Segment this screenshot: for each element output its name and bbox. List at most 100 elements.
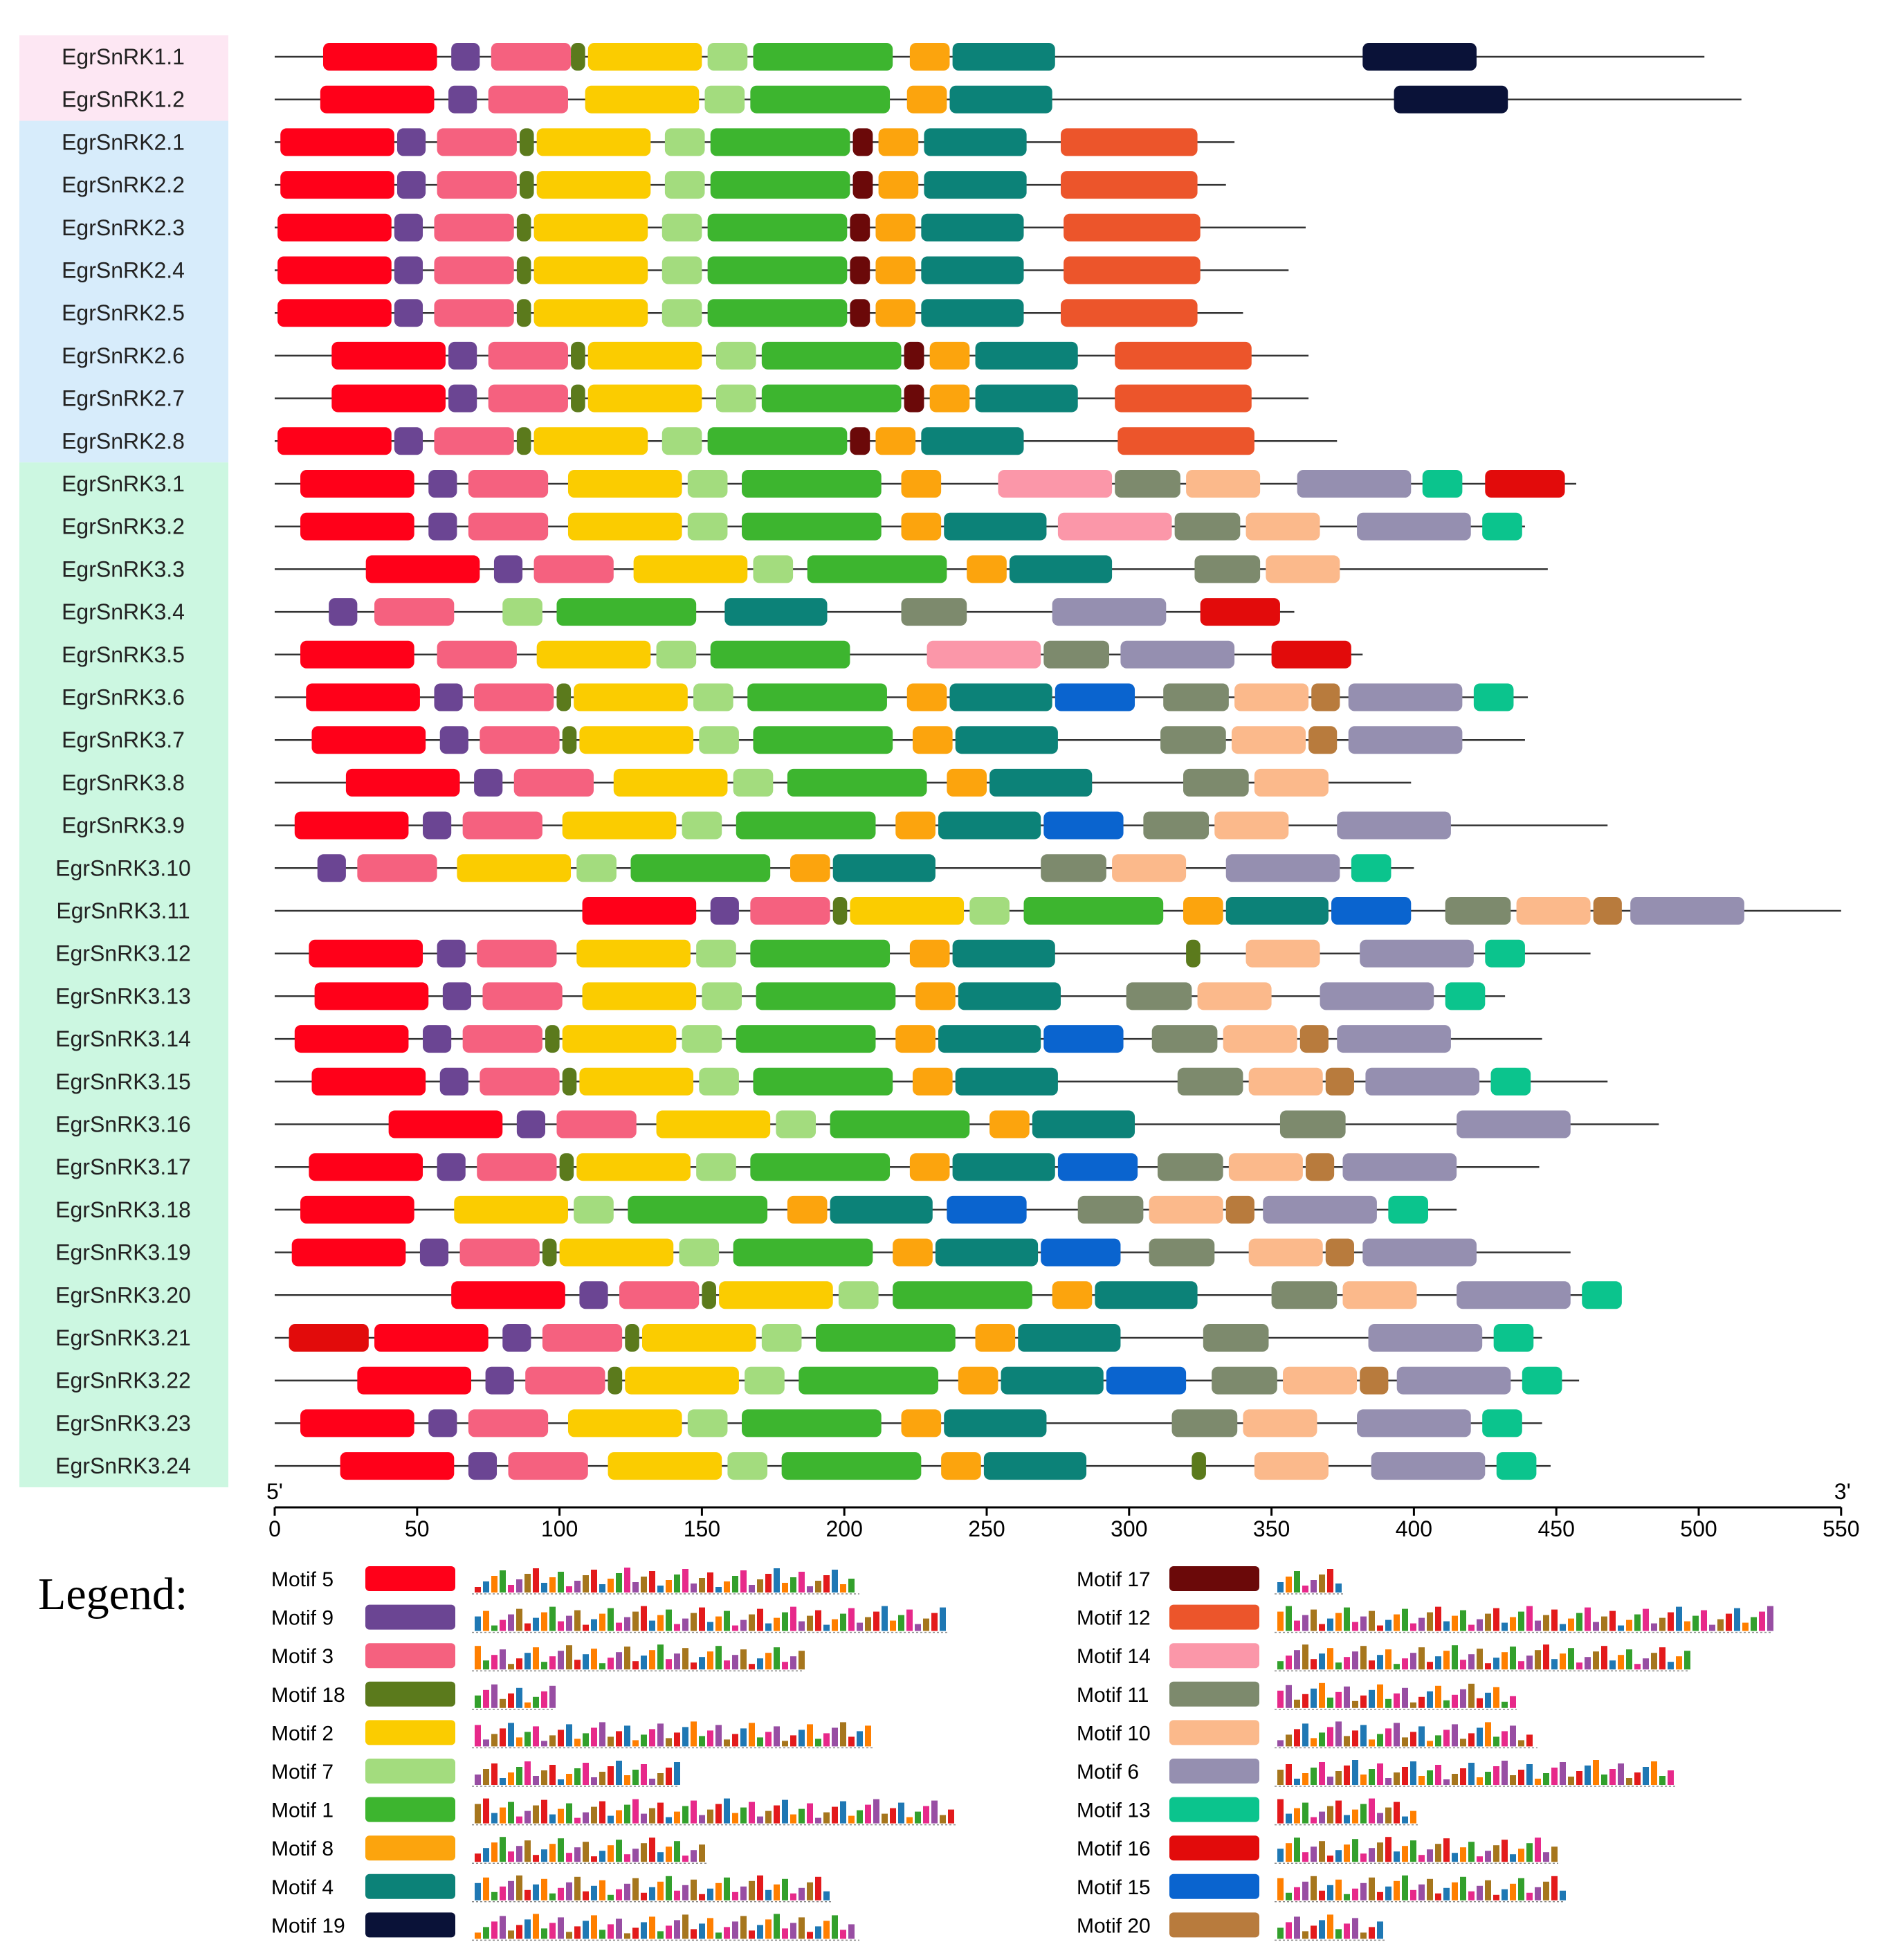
legend-logo-bar-motif-16 — [1485, 1851, 1491, 1862]
gene-label-egrsnrk1-2: EgrSnRK1.2 — [62, 87, 185, 112]
motif-6-box-egrsnrk3-4 — [1052, 598, 1167, 626]
legend-logo-bar-motif-9 — [774, 1617, 780, 1631]
legend-logo-bar-motif-17 — [1311, 1580, 1317, 1592]
motif-5-box-egrsnrk3-18 — [300, 1195, 414, 1224]
legend-logo-bar-motif-1 — [491, 1813, 498, 1824]
legend-logo-bar-motif-9 — [608, 1608, 614, 1631]
legend-logo-bar-motif-16 — [1477, 1856, 1483, 1862]
legend-logo-bar-motif-3 — [782, 1662, 788, 1670]
legend-logo-bar-motif-12 — [1709, 1624, 1715, 1631]
motif-1-box-egrsnrk3-24 — [781, 1452, 922, 1480]
legend-logo-bar-motif-15 — [1435, 1893, 1441, 1900]
legend-logo-bar-motif-9 — [641, 1606, 647, 1631]
legend-logo-bar-motif-5 — [848, 1579, 855, 1592]
legend-logo-bar-motif-2 — [798, 1730, 805, 1747]
legend-logo-bar-motif-10 — [1385, 1728, 1391, 1747]
legend-logo-bar-motif-11 — [1418, 1696, 1425, 1708]
motif-5-box-egrsnrk3-11 — [582, 897, 697, 925]
legend-logo-bar-motif-8 — [533, 1855, 539, 1862]
motif-1-box-egrsnrk3-3 — [807, 555, 947, 583]
legend-logo-bar-motif-5 — [691, 1584, 697, 1592]
motif-11-box-egrsnrk3-9 — [1143, 811, 1210, 840]
legend-logo-bar-motif-14 — [1385, 1649, 1391, 1670]
motif-6-box-egrsnrk3-1 — [1297, 470, 1412, 498]
legend-logo-bar-motif-10 — [1427, 1741, 1433, 1747]
legend-logo-bar-motif-5 — [549, 1577, 556, 1592]
legend-logo-bar-motif-6 — [1352, 1760, 1358, 1785]
legend-logo-bar-motif-19 — [533, 1914, 539, 1939]
legend-logo-bar-motif-15 — [1319, 1890, 1325, 1900]
motif-14-box-egrsnrk3-2 — [1057, 512, 1172, 541]
legend-logo-bar-motif-14 — [1568, 1648, 1574, 1670]
legend-logo-bar-motif-16 — [1369, 1848, 1375, 1862]
legend-logo-bar-motif-1 — [699, 1815, 705, 1824]
legend-logo-bar-motif-2 — [657, 1723, 664, 1747]
legend-logo-bar-motif-14 — [1352, 1651, 1358, 1670]
legend-logo-bar-motif-2 — [807, 1724, 813, 1747]
legend-logo-bar-motif-18 — [549, 1685, 556, 1708]
motif-1-box-egrsnrk2-8 — [707, 427, 848, 455]
motif-8-box-egrsnrk1-1 — [909, 43, 950, 71]
legend-logo-bar-motif-16 — [1377, 1842, 1383, 1862]
legend-logo-bar-motif-10 — [1477, 1727, 1483, 1747]
legend-label-motif-3: Motif 3 — [271, 1645, 334, 1668]
motif-7-box-egrsnrk2-5 — [661, 299, 702, 327]
motif-20-box-egrsnrk3-15 — [1325, 1067, 1354, 1096]
legend-logo-bar-motif-15 — [1385, 1886, 1391, 1900]
legend-logo-bar-motif-6 — [1377, 1763, 1383, 1785]
legend-logo-bar-motif-8 — [649, 1838, 655, 1862]
motif-18-box-egrsnrk1-1 — [571, 43, 585, 71]
legend-logo-bar-motif-6 — [1576, 1771, 1582, 1785]
motif-10-box-egrsnrk3-23 — [1243, 1409, 1317, 1437]
legend-logo-bar-motif-14 — [1643, 1658, 1649, 1670]
legend-logo-bar-motif-6 — [1402, 1767, 1408, 1785]
legend-logo-bar-motif-16 — [1311, 1846, 1317, 1862]
legend-label-motif-7: Motif 7 — [271, 1761, 334, 1784]
gene-label-egrsnrk2-1: EgrSnRK2.1 — [62, 129, 185, 154]
motif-9-box-egrsnrk3-20 — [579, 1281, 608, 1309]
legend-logo-bar-motif-7 — [591, 1777, 597, 1785]
motif-9-box-egrsnrk3-13 — [442, 982, 472, 1010]
legend-logo-bar-motif-1 — [948, 1809, 954, 1824]
legend-logo-bar-motif-15 — [1294, 1887, 1300, 1900]
legend-logo-bar-motif-5 — [757, 1579, 763, 1592]
legend-logo-bar-motif-15 — [1327, 1885, 1333, 1900]
legend-logo-bar-motif-19 — [674, 1920, 680, 1939]
motif-4-box-egrsnrk3-17 — [952, 1153, 1055, 1181]
group-band-snrk1 — [19, 35, 228, 121]
legend-logo-bar-motif-1 — [632, 1799, 639, 1824]
motif-6-box-egrsnrk3-22 — [1396, 1366, 1511, 1395]
legend-logo-bar-motif-1 — [641, 1813, 647, 1824]
motif-8-box-egrsnrk3-21 — [975, 1324, 1016, 1352]
legend-logo-bar-motif-7 — [516, 1767, 522, 1785]
legend-logo-bar-motif-19 — [475, 1932, 481, 1939]
motif-2-box-egrsnrk3-10 — [457, 854, 572, 882]
legend-logo-bar-motif-8 — [500, 1837, 506, 1862]
motif-6-box-egrsnrk3-20 — [1457, 1281, 1571, 1309]
legend-logo-bar-motif-19 — [757, 1925, 763, 1939]
motif-5-box-egrsnrk2-2 — [280, 171, 394, 199]
motif-13-box-egrsnrk3-10 — [1351, 854, 1391, 882]
motif-7-box-egrsnrk2-7 — [715, 384, 756, 412]
motif-5-box-egrsnrk3-8 — [345, 768, 460, 797]
legend-logo-bar-motif-12 — [1560, 1624, 1566, 1631]
motif-10-box-egrsnrk3-19 — [1248, 1238, 1323, 1267]
legend-logo-bar-motif-9 — [857, 1622, 863, 1631]
gene-label-egrsnrk3-3: EgrSnRK3.3 — [62, 556, 185, 581]
legend-logo-bar-motif-11 — [1344, 1686, 1350, 1708]
legend-logo-bar-motif-13 — [1344, 1815, 1350, 1824]
motif-5-box-egrsnrk3-7 — [311, 726, 426, 754]
legend-logo-bar-motif-4 — [549, 1893, 556, 1900]
motif-4-box-egrsnrk2-1 — [924, 128, 1027, 156]
legend-logo-bar-motif-19 — [807, 1932, 813, 1939]
legend-logo-bar-motif-5 — [749, 1585, 755, 1592]
legend-logo-bar-motif-3 — [715, 1646, 722, 1670]
motif-20-box-egrsnrk3-6 — [1311, 683, 1340, 711]
legend-logo-bar-motif-6 — [1277, 1770, 1284, 1785]
motif-5-box-egrsnrk2-1 — [280, 128, 394, 156]
legend-logo-bar-motif-12 — [1726, 1613, 1732, 1631]
legend-logo-bar-motif-1 — [483, 1798, 489, 1824]
motif-3-box-egrsnrk3-8 — [513, 768, 594, 797]
legend-logo-bar-motif-9 — [707, 1622, 713, 1631]
